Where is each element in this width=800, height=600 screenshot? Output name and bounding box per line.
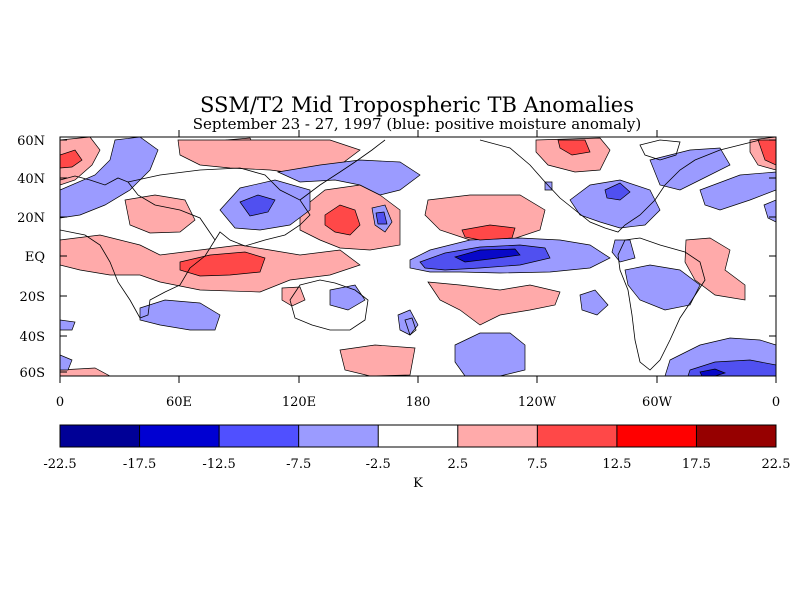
anomaly-region-strong-warm-europe — [60, 149, 83, 169]
colorbar-label-2: -12.5 — [202, 457, 235, 472]
lat-label-40s: 40S — [20, 330, 45, 345]
anomaly-region-strong-warm-west-pacific — [324, 204, 361, 236]
anomaly-region-moist-atlantic-arc — [699, 171, 776, 211]
anomaly-region-moist-north-pacific — [276, 159, 421, 196]
figure-subtitle: September 23 - 27, 1997 (blue: positive … — [193, 115, 641, 133]
colorbar-swatch-4 — [378, 425, 458, 447]
coastline-europe-africa — [60, 175, 216, 319]
coastline-south-america — [617, 237, 706, 371]
anomaly-region-extreme-moist-southern-atlantic — [699, 368, 727, 376]
colorbar-swatch-1 — [139, 425, 220, 447]
colorbar-label-4: -2.5 — [366, 457, 391, 472]
lon-label-0-east: 0 — [772, 395, 780, 410]
anomaly-region-extreme-moist-equatorial-pacific — [454, 248, 521, 263]
colorbar-label-9: 22.5 — [762, 457, 791, 472]
colorbar-swatch-8 — [696, 425, 776, 447]
colorbar-label-0: -22.5 — [43, 457, 76, 472]
colorbar-label-3: -7.5 — [286, 457, 311, 472]
colorbar-label-6: 7.5 — [527, 457, 548, 472]
anomaly-region-moist-central-america — [569, 179, 661, 229]
colorbar-unit: K — [413, 476, 423, 491]
anomaly-map: 60N 40N 20N EQ 20S 40S 60S 0 60E 120 — [17, 130, 780, 410]
lon-label-0-west: 0 — [56, 395, 64, 410]
colorbar-swatch-0 — [60, 425, 140, 447]
colorbar-swatch-6 — [537, 425, 617, 447]
lat-labels: 60N 40N 20N EQ 20S 40S 60S — [17, 134, 45, 381]
coastline-greenland — [639, 139, 681, 161]
anomaly-region-moist-indian-ocean — [139, 299, 221, 331]
colorbar-swatch-3 — [298, 425, 379, 447]
anomaly-region-moist-europe — [60, 137, 159, 219]
lat-label-20s: 20S — [20, 290, 45, 305]
anomaly-region-strong-moist-asia — [239, 194, 276, 217]
lon-labels: 0 60E 120E 180 120W 60W 0 — [56, 395, 780, 410]
colorbar-label-7: 12.5 — [602, 457, 631, 472]
colorbar-swatch-5 — [457, 425, 538, 447]
coastline-asia-india — [127, 167, 311, 247]
colorbar-swatches — [60, 425, 776, 447]
anomaly-region-strong-warm-central-pacific — [461, 224, 516, 241]
anomaly-region-moist-southern-pacific — [454, 332, 526, 376]
colorbar-ticks — [139, 425, 697, 447]
coastline-east-asia — [299, 139, 386, 201]
anomaly-region-strong-moist-north-atlantic — [604, 182, 631, 201]
colorbar-label-1: -17.5 — [123, 457, 156, 472]
lon-label-60e: 60E — [166, 395, 192, 410]
colorbar-frame — [59, 424, 777, 448]
colorbar: -22.5 -17.5 -12.5 -7.5 -2.5 2.5 7.5 12.5… — [43, 424, 790, 491]
coastline-new-zealand — [404, 317, 417, 336]
anomaly-region-moist-tasman — [397, 309, 419, 336]
anomaly-region-warm-south-indian — [281, 286, 306, 307]
anomaly-region-strong-warm-east-asia — [557, 139, 591, 156]
lon-axis — [59, 130, 777, 383]
anomaly-region-warm-southern-ocean — [339, 344, 416, 376]
lat-label-60s: 60S — [20, 366, 45, 381]
colorbar-label-5: 2.5 — [447, 457, 468, 472]
colorbar-label-8: 17.5 — [682, 457, 711, 472]
colorbar-swatch-2 — [219, 425, 299, 447]
coastlines — [60, 139, 761, 371]
anomaly-region-warm-southwest — [60, 367, 111, 376]
anomaly-region-moist-southwest-edge — [60, 319, 76, 331]
coastline-australia — [289, 279, 369, 331]
anomaly-region-warm-south-atlantic — [684, 237, 746, 301]
anomaly-region-strong-warm-indian-ocean — [179, 251, 266, 277]
lat-axis — [60, 139, 776, 373]
lat-label-20n: 20N — [17, 211, 45, 226]
lon-label-60w: 60W — [642, 395, 673, 410]
anomaly-region-moist-southeast-pacific — [579, 289, 609, 316]
anomaly-region-warm-south-pacific — [427, 281, 561, 326]
anomaly-region-moist-southwest-corner — [60, 354, 73, 371]
coastline-north-america — [479, 139, 761, 233]
colorbar-swatch-7 — [616, 425, 697, 447]
anomaly-region-strong-moist-west-pacific-island — [375, 211, 388, 225]
anomaly-region-moist-south-america — [624, 264, 701, 311]
anomaly-region-warm-arabia — [124, 194, 196, 234]
lat-label-eq: EQ — [25, 250, 45, 265]
lon-label-120w: 120W — [518, 395, 557, 410]
lon-label-120e: 120E — [282, 395, 316, 410]
lat-label-60n: 60N — [17, 134, 45, 149]
colorbar-tick-labels: -22.5 -17.5 -12.5 -7.5 -2.5 2.5 7.5 12.5… — [43, 457, 790, 472]
lon-label-180: 180 — [406, 395, 431, 410]
figure-title: SSM/T2 Mid Tropospheric TB Anomalies — [200, 93, 634, 117]
lat-label-40n: 40N — [17, 172, 45, 187]
